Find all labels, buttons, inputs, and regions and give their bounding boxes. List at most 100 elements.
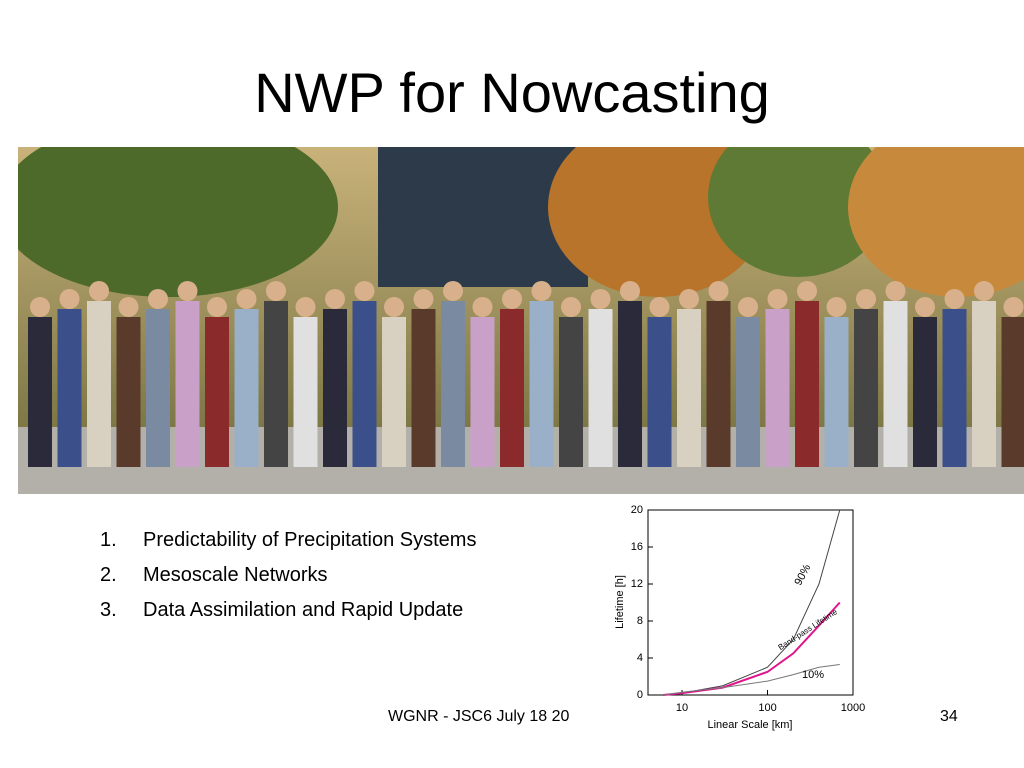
- person: [28, 317, 52, 467]
- person-head: [915, 297, 935, 317]
- y-tick-label: 4: [637, 652, 643, 664]
- person-head: [590, 289, 611, 309]
- person: [824, 317, 849, 467]
- person-head: [679, 289, 699, 309]
- person-head: [325, 289, 345, 309]
- person: [942, 309, 967, 467]
- person: [765, 309, 790, 467]
- person-head: [797, 281, 817, 301]
- person-head: [826, 297, 847, 317]
- y-tick-label: 8: [637, 615, 643, 627]
- person-head: [856, 289, 876, 309]
- series-line: [662, 601, 841, 696]
- person: [470, 317, 495, 467]
- y-tick-label: 12: [631, 578, 643, 590]
- x-axis-label: Linear Scale [km]: [708, 719, 793, 731]
- chart-background: [598, 500, 880, 738]
- person: [795, 301, 819, 467]
- person: [234, 309, 259, 467]
- bullet-list: 1. Predictability of Precipitation System…: [100, 528, 480, 633]
- y-tick-label: 0: [637, 689, 643, 701]
- person-head: [236, 289, 257, 309]
- crowd: [28, 281, 1024, 467]
- list-text: Mesoscale Networks: [143, 564, 328, 586]
- person-head: [885, 281, 906, 301]
- person-head: [354, 281, 375, 301]
- person: [883, 301, 908, 467]
- series-label: 10%: [802, 669, 824, 681]
- person-head: [207, 297, 227, 317]
- person-head: [649, 297, 670, 317]
- page-number: 34: [940, 708, 958, 725]
- y-axis-label: Lifetime [h]: [614, 575, 626, 629]
- person: [441, 301, 465, 467]
- plot-frame: [647, 509, 854, 696]
- list-item: 2. Mesoscale Networks: [100, 563, 480, 588]
- person: [736, 317, 760, 467]
- person: [500, 309, 524, 467]
- person: [618, 301, 642, 467]
- person-head: [295, 297, 316, 317]
- person-head: [177, 281, 198, 301]
- list-item: 3. Data Assimilation and Rapid Update: [100, 598, 480, 623]
- x-tick-label: 100: [758, 702, 776, 714]
- person-head: [531, 281, 552, 301]
- x-tick-label: 10: [676, 702, 688, 714]
- person: [146, 309, 170, 467]
- person: [559, 317, 583, 467]
- person: [529, 301, 554, 467]
- person: [264, 301, 288, 467]
- person-head: [974, 281, 994, 301]
- person-head: [561, 297, 581, 317]
- y-tick-label: 20: [631, 504, 643, 516]
- y-tick-label: 16: [631, 541, 643, 553]
- tree: [18, 147, 338, 297]
- person: [205, 317, 229, 467]
- group-photo: [18, 147, 1024, 494]
- person-head: [384, 297, 404, 317]
- person: [382, 317, 406, 467]
- person-head: [89, 281, 109, 301]
- tree: [708, 147, 888, 277]
- person-head: [59, 289, 80, 309]
- footer: WGNR - JSC6 July 18 20: [388, 708, 570, 725]
- person-head: [443, 281, 463, 301]
- person: [293, 317, 318, 467]
- person: [352, 301, 377, 467]
- list-text: Predictability of Precipitation Systems: [143, 529, 477, 551]
- person: [175, 301, 200, 467]
- person: [116, 317, 141, 467]
- person: [913, 317, 937, 467]
- person: [411, 309, 436, 467]
- list-item: 1. Predictability of Precipitation System…: [100, 528, 480, 553]
- person-head: [620, 281, 640, 301]
- person-head: [944, 289, 965, 309]
- person: [972, 301, 996, 467]
- person: [57, 309, 82, 467]
- chart: Linear Scale [km] Lifetime [h] 0 4 8 12 16 20…: [598, 500, 880, 738]
- person: [854, 309, 878, 467]
- slide-title: NWP for Nowcasting: [254, 61, 770, 124]
- person-head: [502, 289, 522, 309]
- list-marker: 1.: [100, 529, 117, 551]
- person-head: [413, 289, 434, 309]
- person-head: [472, 297, 493, 317]
- list-text: Data Assimilation and Rapid Update: [143, 599, 464, 621]
- person: [647, 317, 672, 467]
- person-head: [767, 289, 788, 309]
- person-head: [118, 297, 139, 317]
- list-marker: 2.: [100, 564, 117, 586]
- list-marker: 3.: [100, 599, 117, 621]
- tree: [848, 147, 1024, 297]
- person-head: [708, 281, 729, 301]
- person-head: [30, 297, 50, 317]
- person: [87, 301, 111, 467]
- person: [588, 309, 613, 467]
- person-head: [1003, 297, 1024, 317]
- x-tick-label: 1000: [841, 702, 865, 714]
- person-head: [148, 289, 168, 309]
- person: [677, 309, 701, 467]
- series-line: [662, 663, 840, 696]
- person-head: [266, 281, 286, 301]
